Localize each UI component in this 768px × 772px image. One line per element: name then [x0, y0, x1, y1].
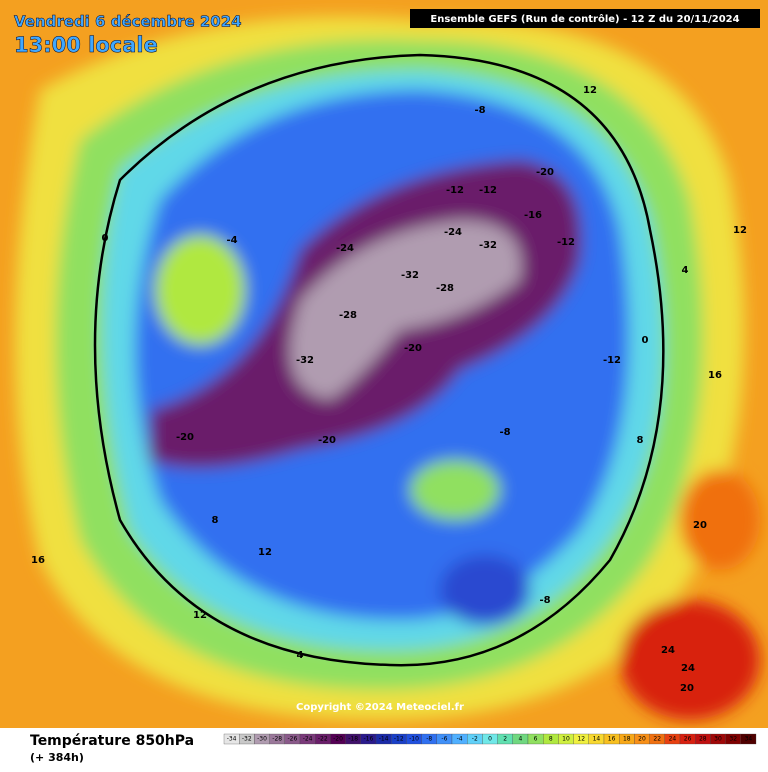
- scale-label: -26: [287, 736, 297, 743]
- scale-label: -4: [457, 736, 463, 743]
- scale-label: 8: [549, 736, 553, 743]
- scale-label: -8: [426, 736, 432, 743]
- contour-label: -12: [479, 185, 497, 196]
- contour-label: 20: [693, 520, 707, 531]
- contour-label: -24: [336, 243, 354, 254]
- scale-label: 32: [729, 736, 737, 743]
- contour-label: -12: [603, 355, 621, 366]
- scale-label: -20: [333, 736, 343, 743]
- contour-label: -32: [401, 270, 419, 281]
- scale-label: -34: [227, 736, 237, 743]
- scale-label: -24: [303, 736, 313, 743]
- contour-label: -12: [557, 237, 575, 248]
- contour-label: 20: [680, 683, 694, 694]
- scale-label: 14: [593, 736, 601, 743]
- scale-label: -10: [409, 736, 419, 743]
- contour-label: 12: [193, 610, 207, 621]
- contour-label: -24: [444, 227, 462, 238]
- scale-label: -22: [318, 736, 328, 743]
- contour-label: 0: [102, 233, 109, 244]
- contour-label: -20: [176, 432, 194, 443]
- scale-label: -32: [242, 736, 252, 743]
- temperature-field: [0, 0, 768, 728]
- scale-label: 34: [745, 736, 753, 743]
- contour-label: -8: [499, 427, 510, 438]
- contour-label: 8: [637, 435, 644, 446]
- scale-label: 18: [623, 736, 631, 743]
- contour-label: -16: [524, 210, 542, 221]
- contour-label: 8: [212, 515, 219, 526]
- scale-label: 2: [503, 736, 507, 743]
- contour-label: 0: [642, 335, 649, 346]
- scale-label: 10: [562, 736, 570, 743]
- scale-label: -6: [441, 736, 447, 743]
- scale-label: 0: [488, 736, 492, 743]
- contour-label: -8: [539, 595, 550, 606]
- scale-label: -14: [379, 736, 389, 743]
- scale-label: 26: [684, 736, 692, 743]
- contour-label: 16: [31, 555, 45, 566]
- contour-label: 12: [258, 547, 272, 558]
- run-info: Ensemble GEFS (Run de contrôle) - 12 Z d…: [430, 13, 739, 25]
- contour-label: 24: [661, 645, 675, 656]
- contour-label: 12: [583, 85, 597, 96]
- contour-label: -28: [436, 283, 454, 294]
- contour-labels: -8 -12 -12 -20 -16 -24 -32 -28 -32 -24 -20 -28 -32 -2…: [31, 85, 747, 694]
- scale-label: 6: [534, 736, 538, 743]
- contour-label: -20: [318, 435, 336, 446]
- legend-lead: (+ 384h): [30, 751, 84, 764]
- contour-label: 16: [708, 370, 722, 381]
- copyright: Copyright ©2024 Meteociel.fr: [296, 702, 464, 713]
- scale-label: -2: [472, 736, 478, 743]
- scale-label: 20: [638, 736, 646, 743]
- scale-swatch: [740, 733, 757, 745]
- contour-label: 12: [733, 225, 747, 236]
- contour-label: -12: [446, 185, 464, 196]
- scale-label: -16: [363, 736, 373, 743]
- contour-label: 4: [297, 650, 304, 661]
- run-box: [410, 9, 760, 28]
- scale-label: 30: [714, 736, 722, 743]
- scale-label: 24: [669, 736, 677, 743]
- scale-label: -30: [257, 736, 267, 743]
- contour-label: -32: [479, 240, 497, 251]
- contour-label: -8: [474, 105, 485, 116]
- time: 13:00 locale: [14, 33, 158, 57]
- contour-label: 24: [681, 663, 695, 674]
- contour-label: -20: [536, 167, 554, 178]
- scale-label: 28: [699, 736, 707, 743]
- scale-label: -28: [272, 736, 282, 743]
- scale-label: 22: [653, 736, 661, 743]
- scale-label: 4: [518, 736, 522, 743]
- contour-label: -4: [226, 235, 237, 246]
- contour-label: -20: [404, 343, 422, 354]
- legend-title: Température 850hPa: [30, 733, 194, 749]
- scale-label: 16: [608, 736, 616, 743]
- contour-label: 4: [682, 265, 689, 276]
- scale-label: -12: [394, 736, 404, 743]
- contour-label: -28: [339, 310, 357, 321]
- date: Vendredi 6 décembre 2024: [14, 13, 242, 31]
- color-scale: -34 -32 -30 -28 -26 -24 -22 -20 -18 -16 -14 -12 -10-…: [223, 733, 757, 745]
- scale-label: 12: [577, 736, 585, 743]
- scale-label: -18: [348, 736, 358, 743]
- contour-label: -32: [296, 355, 314, 366]
